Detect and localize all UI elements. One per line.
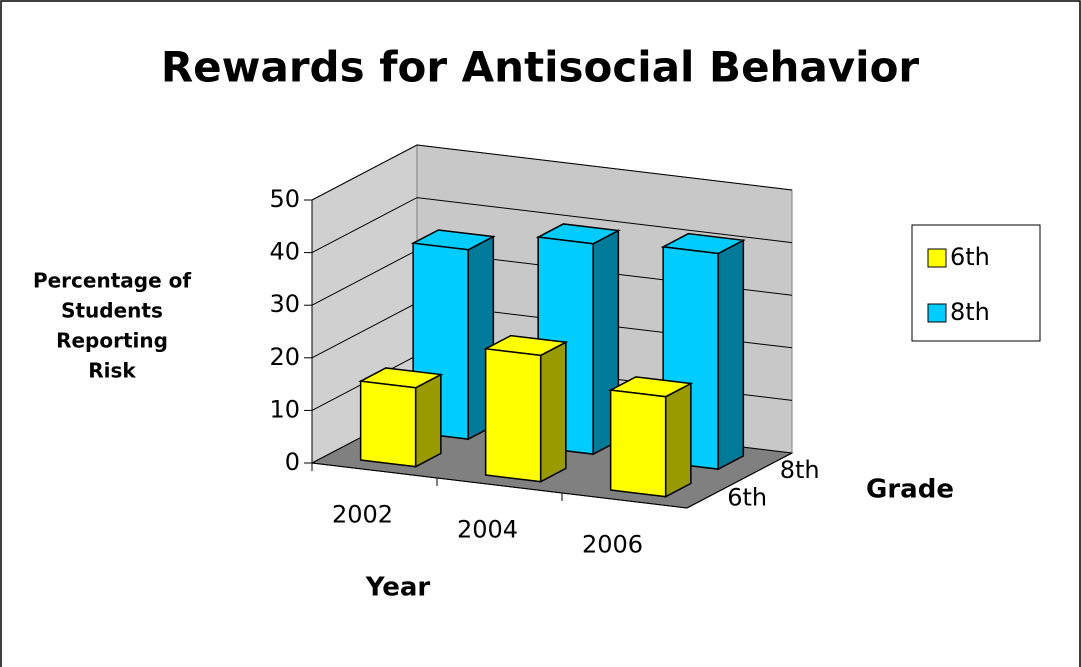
y-tick-label: 0 bbox=[285, 448, 300, 476]
legend-swatch bbox=[927, 248, 947, 268]
y-tick-label: 50 bbox=[269, 185, 300, 213]
depth-tick-label: 6th bbox=[727, 483, 767, 511]
bar-side bbox=[539, 340, 567, 483]
bar bbox=[609, 389, 667, 498]
y-tick-label: 30 bbox=[269, 290, 300, 318]
bar-side bbox=[664, 382, 692, 498]
y-axis-label: Students bbox=[61, 299, 163, 323]
chart-title: Rewards for Antisocial Behavior bbox=[161, 43, 920, 92]
depth-axis bbox=[686, 452, 793, 509]
bar-side bbox=[414, 373, 442, 468]
depth-tick-label: 8th bbox=[780, 456, 820, 484]
x-tick-label: 2004 bbox=[457, 516, 518, 544]
y-axis-label: Risk bbox=[88, 359, 136, 383]
legend-label: 6th bbox=[950, 243, 990, 271]
x-axis bbox=[311, 462, 688, 509]
legend-label: 8th bbox=[950, 298, 990, 326]
x-tick-label: 2002 bbox=[332, 501, 393, 529]
bar bbox=[359, 380, 417, 468]
depth-axis-label: Grade bbox=[866, 475, 954, 505]
y-axis-label: Percentage of bbox=[33, 269, 191, 293]
legend-swatch bbox=[927, 303, 947, 323]
y-tick-label: 20 bbox=[269, 343, 300, 371]
grid-line bbox=[311, 197, 793, 254]
bar bbox=[484, 347, 542, 483]
y-tick-label: 10 bbox=[269, 395, 300, 423]
x-axis-label: Year bbox=[365, 573, 431, 603]
bar-side bbox=[717, 239, 745, 471]
x-tick-label: 2006 bbox=[582, 531, 643, 559]
grid-line bbox=[311, 144, 793, 201]
y-axis-label: Reporting bbox=[56, 329, 168, 353]
y-tick-label: 40 bbox=[269, 238, 300, 266]
